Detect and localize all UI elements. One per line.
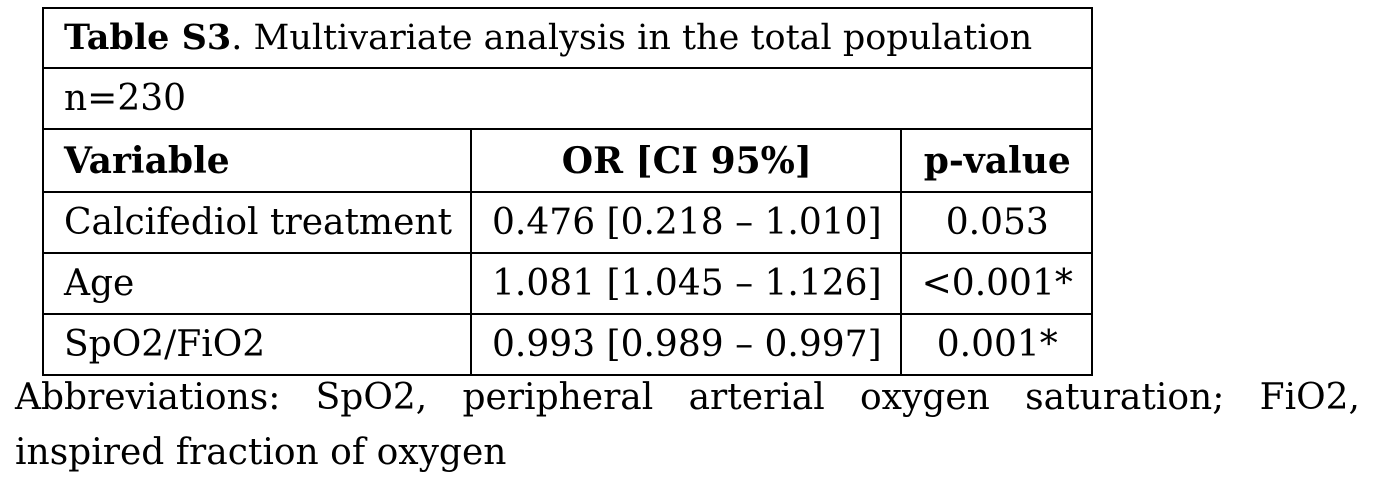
table-caption-row: Table S3. Multivariate analysis in the t… xyxy=(42,7,1093,69)
cell-variable: SpO2/FiO2 xyxy=(41,313,473,376)
header-p-value: p-value xyxy=(899,128,1093,193)
cell-p-value: 0.053 xyxy=(899,191,1093,254)
cell-or-ci: 1.081 [1.045 – 1.126] xyxy=(470,252,902,315)
table-row: Calcifediol treatment 0.476 [0.218 – 1.0… xyxy=(41,191,1093,254)
header-or-ci: OR [CI 95%] xyxy=(470,128,902,193)
sample-size-row: n=230 xyxy=(42,67,1093,130)
table-row: SpO2/FiO2 0.993 [0.989 – 0.997] 0.001* xyxy=(41,313,1093,376)
cell-p-value: 0.001* xyxy=(899,313,1093,376)
table-caption-text: . Multivariate analysis in the total pop… xyxy=(231,18,1033,58)
table-row: Age 1.081 [1.045 – 1.126] <0.001* xyxy=(41,252,1093,315)
cell-or-ci: 0.993 [0.989 – 0.997] xyxy=(470,313,902,376)
cell-or-ci: 0.476 [0.218 – 1.010] xyxy=(470,191,902,254)
table-caption: Table S3. Multivariate analysis in the t… xyxy=(42,7,1093,69)
table-caption-label: Table S3 xyxy=(64,17,232,58)
table-header-row: Variable OR [CI 95%] p-value xyxy=(41,128,1093,193)
cell-variable: Calcifediol treatment xyxy=(41,191,473,254)
multivariate-analysis-table: Table S3. Multivariate analysis in the t… xyxy=(41,7,1093,376)
cell-variable: Age xyxy=(41,252,473,315)
sample-size: n=230 xyxy=(42,67,1093,130)
header-variable: Variable xyxy=(41,128,473,193)
cell-p-value: <0.001* xyxy=(899,252,1093,315)
abbreviations-footnote: Abbreviations: SpO2, peripheral arterial… xyxy=(15,377,1360,473)
